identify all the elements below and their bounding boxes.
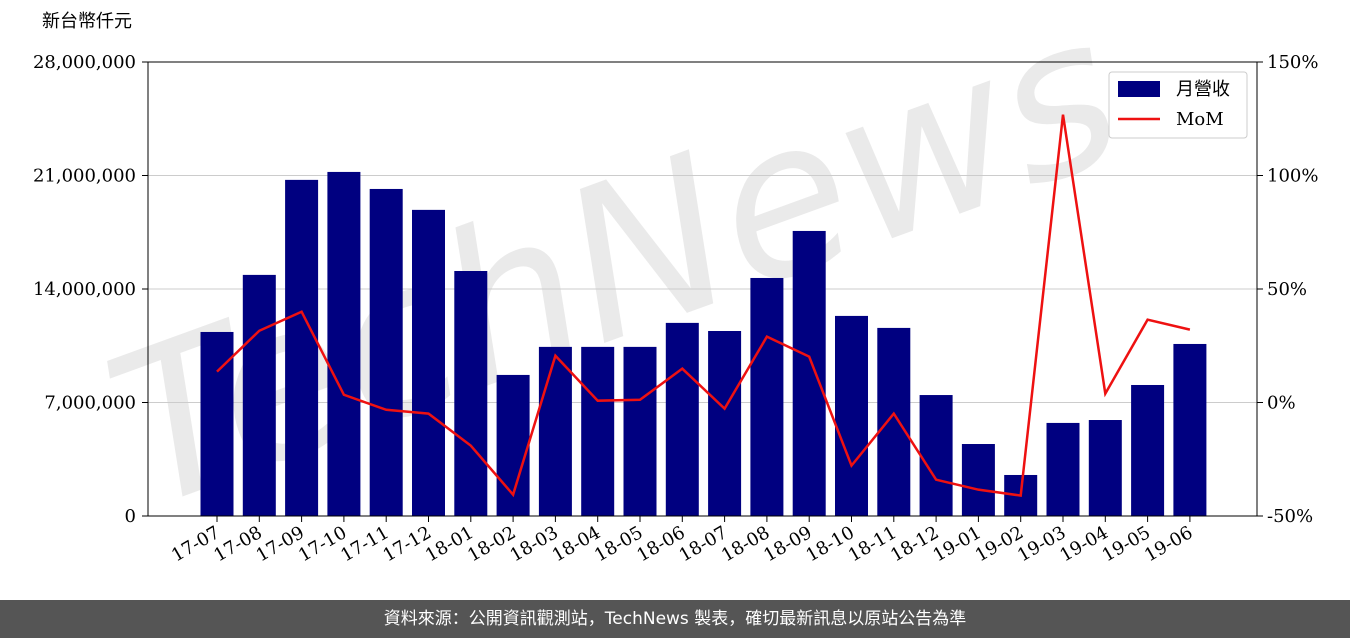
bar	[665, 322, 699, 516]
bar	[792, 230, 826, 516]
bar	[919, 395, 953, 516]
bar	[1173, 343, 1207, 516]
bar	[750, 277, 784, 516]
bar	[327, 171, 361, 516]
line	[216, 114, 1191, 498]
y2-tick-label: 100%	[1267, 166, 1318, 187]
bar	[623, 346, 657, 516]
y-tick-label: 7,000,000	[44, 393, 136, 414]
footer: 資料來源：公開資訊觀測站，TechNews 製表，確切最新訊息以原站公告為準	[0, 600, 1350, 638]
bar	[412, 209, 445, 517]
y-tick-label: 14,000,000	[33, 279, 136, 300]
bar	[1046, 422, 1080, 516]
chart: 新台幣仟元 TechNews07,000,00014,000,00021,000…	[33, 0, 1319, 566]
legend-label: 月營收	[1176, 79, 1230, 100]
bar	[285, 179, 319, 516]
legend-label: MoM	[1176, 109, 1224, 130]
bar	[1088, 420, 1122, 516]
bar	[961, 444, 995, 516]
bar	[835, 315, 868, 516]
y-axis-title: 新台幣仟元	[42, 11, 132, 32]
y-tick-label: 21,000,000	[33, 166, 136, 187]
y2-tick-label: 0%	[1267, 393, 1296, 414]
bar	[581, 346, 615, 516]
x-tick-label: 19-06	[1141, 522, 1196, 566]
bar	[708, 330, 742, 516]
legend: 月營收 MoM	[1108, 71, 1248, 139]
bar	[877, 327, 911, 516]
y2-tick-label: 50%	[1267, 279, 1307, 300]
y2-tick-label: 150%	[1267, 52, 1318, 73]
y-tick-label: 0	[125, 506, 136, 527]
plot-frame	[147, 61, 1258, 517]
bar	[369, 188, 403, 516]
legend-swatch	[1118, 81, 1160, 97]
bar	[242, 274, 276, 516]
bar	[1131, 384, 1165, 516]
bar	[454, 271, 488, 516]
y2-tick-label: -50%	[1267, 506, 1313, 527]
y-tick-label: 28,000,000	[33, 52, 136, 73]
bar	[538, 346, 572, 516]
